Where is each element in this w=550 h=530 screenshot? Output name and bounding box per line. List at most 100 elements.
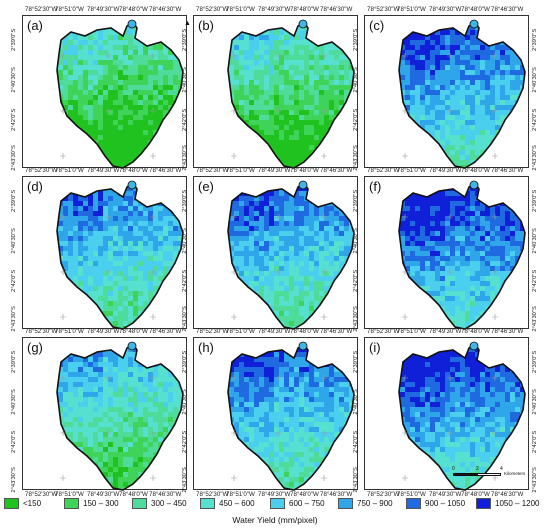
water-yield-raster (399, 22, 525, 168)
y-coord-label: 2°42'0"S (182, 269, 189, 293)
x-coord-label: 78°49'30"W (87, 6, 120, 13)
x-coord-label: 78°49'30"W (87, 328, 120, 335)
y-coord-label: 2°40'30"S (532, 67, 539, 93)
y-coord-label: 2°42'0"S (532, 269, 539, 293)
map-panel-f: (f) (364, 176, 529, 330)
y-coord-label: 2°42'0"S (532, 430, 539, 454)
x-coord-label: 78°46'30"W (320, 6, 353, 13)
x-coord-label: 78°46'30"W (491, 167, 524, 174)
x-coord-label-bottom: 78°49'30"W (87, 491, 120, 498)
x-coord-label: 78°49'30"W (258, 6, 291, 13)
map-panel-g: (g) (22, 337, 187, 491)
y-coord-label: 2°43'30"S (182, 145, 189, 171)
y-coord-label: 2°40'30"S (182, 228, 189, 254)
x-coord-label: 78°52'30"W (25, 328, 58, 335)
y-coord-label: 2°42'0"S (353, 269, 360, 293)
x-coord-label-bottom: 78°49'30"W (258, 491, 291, 498)
y-coord-label: 2°39'0"S (353, 189, 360, 213)
map-panel-h: (h) (193, 337, 358, 491)
y-coord-label: 2°39'0"S (11, 189, 18, 213)
y-coord-label: 2°42'0"S (353, 108, 360, 132)
x-coord-label-bottom: 78°48'0"W (119, 491, 148, 498)
x-coord-label: 78°48'0"W (119, 6, 148, 13)
legend-swatch (406, 498, 421, 509)
panel-label: (f) (369, 179, 382, 194)
scale-bar-seg-1 (453, 473, 477, 476)
y-coord-label: 2°39'0"S (11, 350, 18, 374)
map-panel-c: (c) (364, 15, 529, 169)
x-coord-label: 78°51'0"W (226, 6, 255, 13)
map-panel-a: (a) (22, 15, 187, 169)
y-coord-label: 2°42'0"S (11, 108, 18, 132)
scale-bar-seg-2 (477, 473, 501, 476)
x-coord-label-bottom: 78°46'30"W (149, 491, 182, 498)
x-coord-label: 78°51'0"W (226, 167, 255, 174)
x-coord-label: 78°49'30"W (87, 167, 120, 174)
y-coord-label: 2°43'30"S (353, 306, 360, 332)
water-yield-raster (228, 344, 354, 490)
watershed-map (56, 341, 184, 491)
legend-swatch (338, 498, 353, 509)
legend-label: 600 – 750 (289, 499, 325, 508)
y-coord-label: 2°40'30"S (532, 228, 539, 254)
y-coord-label: 2°40'30"S (182, 389, 189, 415)
scale-tick-0: 0 (452, 466, 455, 472)
y-coord-label: 2°39'0"S (532, 28, 539, 52)
y-coord-label: 2°40'30"S (182, 67, 189, 93)
y-coord-label: 2°39'0"S (182, 28, 189, 52)
y-coord-label: 2°40'30"S (353, 67, 360, 93)
scale-unit: Kilometers (504, 471, 526, 476)
watershed-boundary (56, 181, 184, 330)
x-coord-label: 78°49'30"W (429, 6, 462, 13)
y-coord-label: 2°43'30"S (353, 467, 360, 493)
x-coord-label: 78°48'0"W (290, 6, 319, 13)
legend-title: Water Yield (mm/pixel) (232, 515, 318, 525)
x-coord-label: 78°46'30"W (320, 328, 353, 335)
x-coord-label: 78°48'0"W (461, 328, 490, 335)
y-coord-label: 2°43'30"S (532, 145, 539, 171)
x-coord-label-bottom: 78°48'0"W (461, 491, 490, 498)
outlet-lake (127, 19, 137, 29)
watershed-map (56, 180, 184, 330)
x-coord-label: 78°46'30"W (491, 6, 524, 13)
outlet-lake (298, 19, 308, 29)
y-coord-label: 2°43'30"S (182, 467, 189, 493)
x-coord-label: 78°52'30"W (367, 167, 400, 174)
legend-label: 450 – 600 (219, 499, 255, 508)
y-coord-label: 2°42'0"S (182, 430, 189, 454)
legend-label: 750 – 900 (357, 499, 393, 508)
x-coord-label: 78°52'30"W (196, 328, 229, 335)
legend-label: 300 – 450 (151, 499, 187, 508)
y-coord-label: 2°42'0"S (11, 269, 18, 293)
x-coord-label: 78°49'30"W (258, 328, 291, 335)
x-coord-label-bottom: 78°46'30"W (320, 491, 353, 498)
x-coord-label: 78°51'0"W (55, 328, 84, 335)
x-coord-label: 78°52'30"W (367, 328, 400, 335)
x-coord-label-bottom: 78°52'30"W (196, 491, 229, 498)
x-coord-label: 78°49'30"W (429, 167, 462, 174)
watershed-boundary (227, 181, 355, 330)
map-panel-d: (d) (22, 176, 187, 330)
x-coord-label: 78°51'0"W (55, 6, 84, 13)
y-coord-label: 2°43'30"S (182, 306, 189, 332)
x-coord-label: 78°52'30"W (196, 167, 229, 174)
scale-tick-4: 4 (500, 466, 503, 472)
panel-label: (h) (198, 340, 214, 355)
y-coord-label: 2°40'30"S (353, 228, 360, 254)
legend: <150 150 – 300 300 – 450 450 – 600 600 – 750… (4, 497, 550, 511)
x-coord-label-bottom: 78°49'30"W (429, 491, 462, 498)
y-coord-label: 2°40'30"S (11, 228, 18, 254)
legend-label: 1050 – 1200 (495, 499, 540, 508)
watershed-map (56, 19, 184, 169)
y-coord-label: 2°39'0"S (532, 189, 539, 213)
x-coord-label: 78°46'30"W (491, 328, 524, 335)
x-coord-label-bottom: 78°52'30"W (367, 491, 400, 498)
panel-label: (b) (198, 18, 214, 33)
scale-bar: 0 2 4 Kilometers (452, 466, 542, 480)
watershed-boundary (398, 181, 526, 330)
watershed-boundary (227, 342, 355, 491)
y-coord-label: 2°39'0"S (11, 28, 18, 52)
x-coord-label: 78°46'30"W (149, 6, 182, 13)
water-yield-raster (57, 344, 183, 490)
legend-label: 900 – 1050 (425, 499, 466, 508)
